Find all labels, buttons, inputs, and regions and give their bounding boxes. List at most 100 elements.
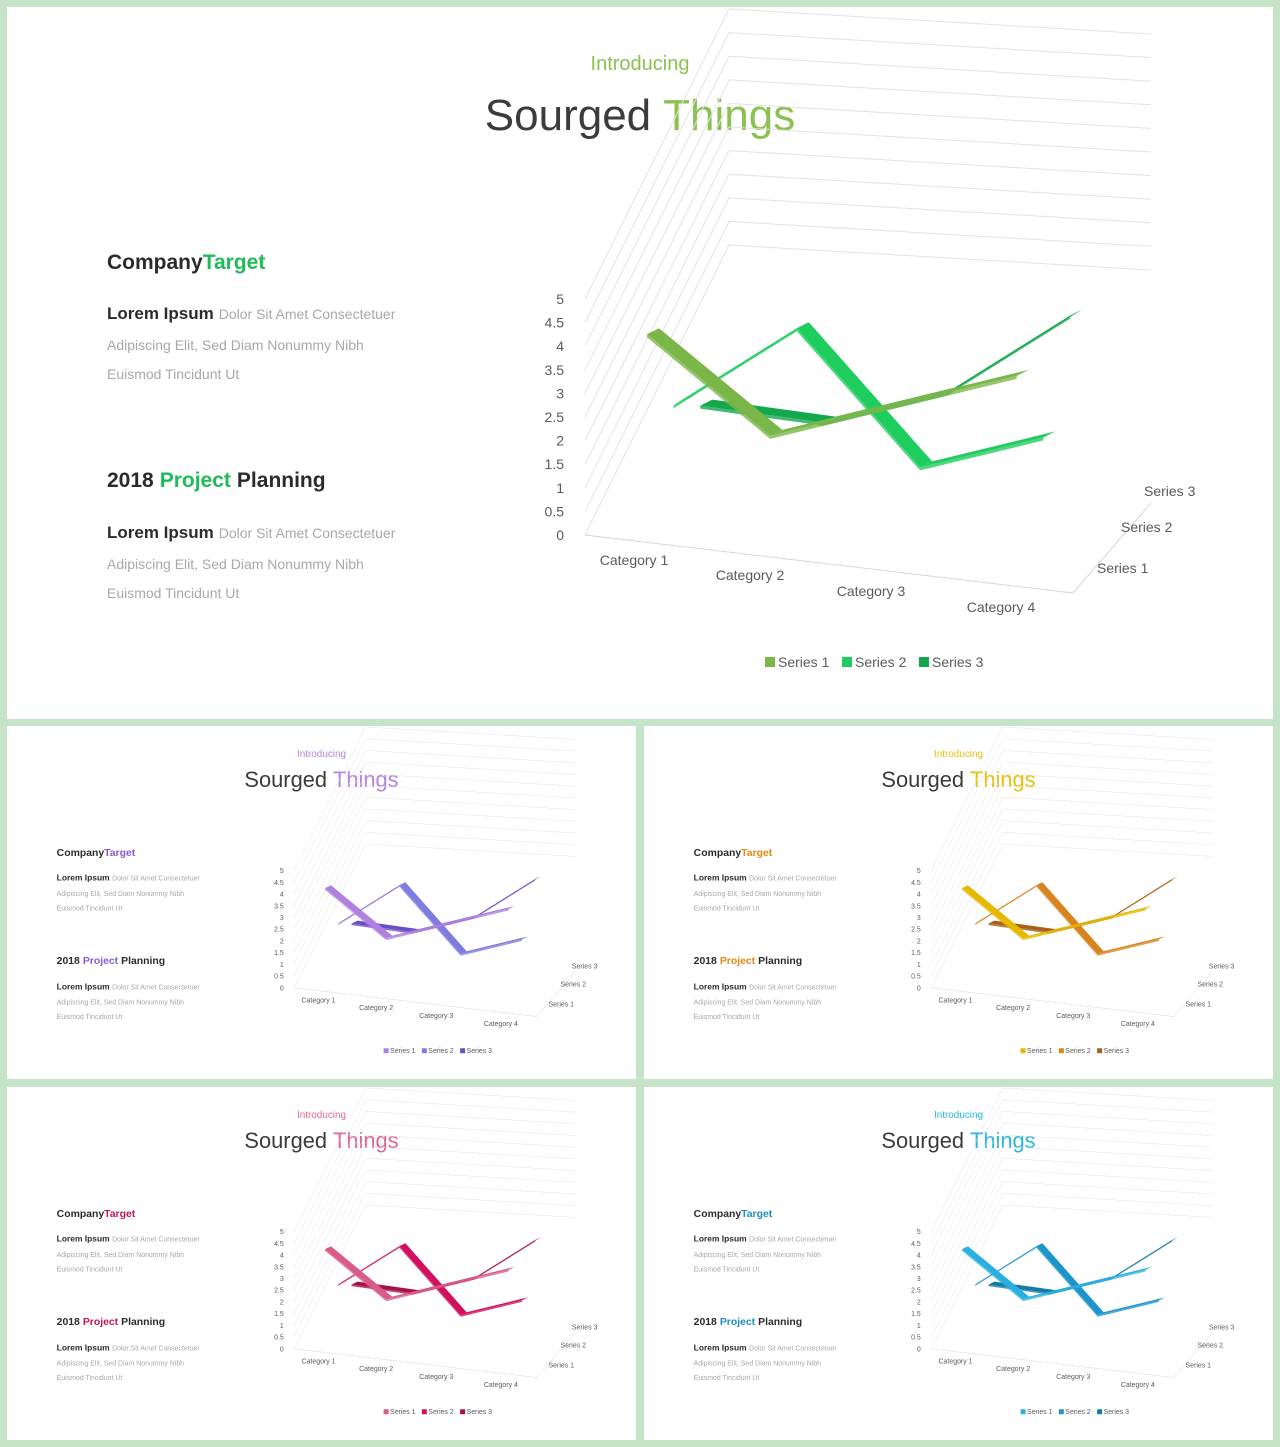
page-title: Sourged Things <box>485 91 795 140</box>
gridline-side <box>930 1193 1003 1338</box>
ribbon-segment <box>920 431 1056 468</box>
ribbon-segment-edge <box>646 334 771 439</box>
body-line-2: Adipiscing Elit, Sed Diam Nonummy Nibh <box>107 556 364 572</box>
legend-swatch <box>421 1048 427 1054</box>
y-tick-label: 2.5 <box>274 927 284 934</box>
gridline-side <box>293 1122 366 1267</box>
section-title-accent: Project <box>160 469 231 492</box>
chart-legend: Series 1 Series 2 Series 3 <box>1020 1048 1129 1055</box>
y-tick-label: 2 <box>917 938 921 945</box>
body-line-1: Dolor Sit Amet Consectetuer <box>112 984 200 991</box>
ribbon-segment-edge <box>1036 885 1098 956</box>
series-ribbon-1 <box>324 1246 515 1302</box>
section-project-planning-title: 2018 Project Planning <box>694 956 802 967</box>
gridline-side <box>930 1169 1003 1314</box>
body-line-3: Euismod Tincidunt Ut <box>57 1266 123 1273</box>
gridline-back <box>1002 1122 1213 1136</box>
y-tick-label: 0 <box>917 1346 921 1353</box>
body-line-2: Adipiscing Elit, Sed Diam Nonummy Nibh <box>57 1000 185 1007</box>
body-line-3: Euismod Tincidunt Ut <box>694 1266 760 1273</box>
gridline-back <box>1002 1099 1213 1113</box>
ribbon-segment-edge <box>1110 1240 1173 1280</box>
ribbon-segment <box>399 1243 467 1316</box>
x-category-label: Category 1 <box>302 1359 336 1366</box>
y-tick-label: 2 <box>917 1299 921 1306</box>
gridline-back <box>1002 796 1213 810</box>
gridline-back <box>365 832 576 845</box>
gridline-side <box>584 126 730 418</box>
floor-right-edge <box>1173 1332 1213 1378</box>
gridline-side <box>293 832 366 977</box>
chart-3d-line <box>930 1087 1213 1378</box>
gridline-side <box>930 843 1003 988</box>
ribbon-segment <box>460 936 528 955</box>
title-dark: Sourged <box>881 1128 964 1153</box>
title-dark: Sourged <box>244 1128 327 1153</box>
y-tick-label: 5 <box>280 868 284 875</box>
gridline-back <box>1002 820 1213 834</box>
body-line-3: Euismod Tincidunt Ut <box>57 1014 123 1021</box>
y-tick-label: 4.5 <box>274 1241 284 1248</box>
title-dark: Sourged <box>244 767 327 792</box>
section-title-dark: Company <box>57 848 105 859</box>
x-category-label: Category 2 <box>996 1366 1030 1373</box>
floor-right-edge <box>536 1332 576 1378</box>
y-tick-label: 3.5 <box>911 903 921 910</box>
ribbon-segment-edge <box>1097 939 1159 956</box>
gridline-side <box>584 103 730 394</box>
section-project-planning-body: Lorem Ipsum Dolor Sit Amet ConsectetuerAd… <box>694 981 838 1021</box>
intro-label: Introducing <box>297 1110 346 1121</box>
gridline-side <box>584 8 730 300</box>
intro-label: Introducing <box>591 53 690 75</box>
ribbon-segment-edge <box>796 328 921 471</box>
legend-swatch <box>919 657 929 667</box>
body-line-3: Euismod Tincidunt Ut <box>107 585 239 601</box>
series-ribbon-1 <box>646 328 1029 439</box>
floor-right-edge <box>1173 971 1213 1017</box>
y-tick-label: 5 <box>917 868 921 875</box>
gridline-back <box>1002 843 1213 857</box>
y-tick-label: 4 <box>556 338 564 354</box>
legend-swatch <box>1058 1048 1064 1054</box>
section-company-target-body: Lorem Ipsum Dolor Sit Amet Consectetuer Ad… <box>694 873 838 913</box>
depth-series-label: Series 3 <box>1209 963 1235 970</box>
x-category-label: Category 1 <box>302 998 336 1005</box>
y-tick-label: 4 <box>917 1253 921 1260</box>
depth-series-label: Series 3 <box>572 963 598 970</box>
ribbon-segment-edge <box>460 939 522 956</box>
section-company-target-title: CompanyTarget <box>57 1209 136 1220</box>
slide-gold: Introducing Sourged Things CompanyTarget Lor… <box>644 726 1273 1079</box>
gridline-back <box>365 1193 576 1206</box>
gridline-side <box>930 738 1003 883</box>
section-title-year: 2018 <box>57 956 80 967</box>
gridline-side <box>293 738 366 883</box>
ribbon-segment-edge <box>1084 908 1146 926</box>
gridline-side <box>584 79 730 371</box>
ribbon-segment <box>324 1246 393 1300</box>
section-project-planning-body: Lorem Ipsum Dolor Sit Amet ConsectetuerAd… <box>107 523 396 601</box>
gridline-side <box>930 797 1003 942</box>
legend-swatch <box>460 1409 466 1415</box>
y-tick-label: 4 <box>280 892 284 899</box>
gridline-back <box>365 738 576 752</box>
gridline-back <box>1002 1181 1213 1195</box>
gridline-back <box>1002 750 1213 764</box>
ribbon-segment-edge <box>961 888 1024 941</box>
gridline-back <box>728 32 1152 59</box>
body-line-3: Euismod Tincidunt Ut <box>694 905 760 912</box>
gridline-back <box>365 1181 576 1195</box>
depth-series-label: Series 3 <box>1209 1324 1235 1331</box>
legend-swatch <box>383 1048 389 1054</box>
ribbon-segment <box>386 920 454 939</box>
depth-series-label: Series 2 <box>1121 519 1173 535</box>
ribbon-segment-edge <box>1084 1269 1146 1287</box>
y-tick-label: 2 <box>280 938 284 945</box>
section-project-planning-title: 2018 Project Planning <box>694 1317 802 1328</box>
gridline-back <box>728 79 1152 106</box>
gridline-back <box>365 843 576 857</box>
y-tick-label: 3 <box>556 385 564 401</box>
section-company-target-title: CompanyTarget <box>694 848 773 859</box>
